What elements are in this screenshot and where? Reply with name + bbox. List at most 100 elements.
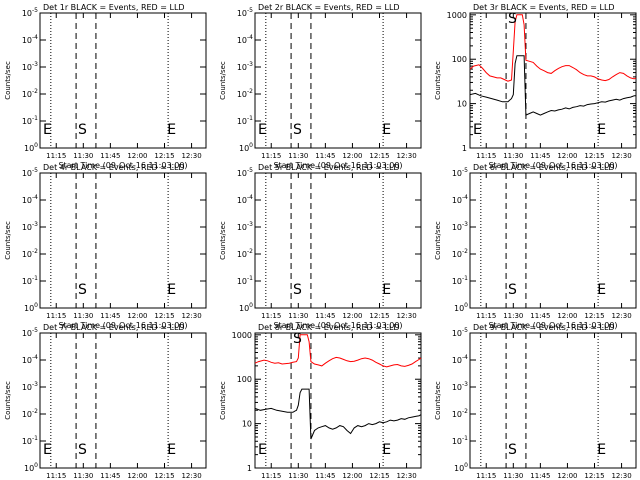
y-tick-label: 10-4 — [22, 354, 38, 365]
y-tick-label: 10-3 — [22, 221, 38, 232]
y-tick-label: 10-3 — [452, 381, 468, 392]
panel-title: Det 1r BLACK = Events, RED = LLD — [43, 3, 185, 12]
y-tick-label: 10-2 — [452, 408, 468, 419]
x-axis-label: Start Time (09-Oct-16 11:03:00) — [488, 321, 617, 330]
y-tick-label: 10-4 — [22, 34, 38, 45]
panel-title: Det 3r BLACK = Events, RED = LLD — [473, 3, 615, 12]
marker-letter-e: E — [167, 122, 176, 138]
x-tick-label: 12:00 — [127, 312, 147, 320]
x-tick-label: 12:00 — [557, 472, 577, 480]
x-tick-label: 12:15 — [154, 152, 174, 160]
y-tick-label: 10-2 — [452, 248, 468, 259]
x-tick-label: 11:45 — [315, 152, 335, 160]
x-tick-label: 11:30 — [288, 152, 308, 160]
panel-det-5: Det 5r BLACK = Events, RED = LLD Counts/s… — [219, 163, 422, 330]
lld-series-line — [254, 334, 422, 368]
y-tick-label: 10-4 — [237, 194, 253, 205]
y-tick-label: 10-1 — [237, 115, 253, 126]
y-axis-label: Counts/sec — [4, 381, 12, 420]
x-tick-label: 11:30 — [288, 312, 308, 320]
y-axis-label: Counts/sec — [434, 381, 442, 420]
panel-det-4: Det 4r BLACK = Events, RED = LLD Counts/s… — [4, 163, 207, 330]
y-tick-label: 10-1 — [22, 275, 38, 286]
y-tick-label: 10-1 — [452, 275, 468, 286]
x-tick-label: 11:15 — [476, 152, 496, 160]
y-tick-label: 10-5 — [237, 167, 253, 178]
x-tick-label: 11:45 — [100, 472, 120, 480]
y-tick-label: 10-2 — [22, 88, 38, 99]
y-tick-label: 10-4 — [452, 194, 468, 205]
y-tick-label: 10-5 — [452, 327, 468, 338]
y-tick-label: 100 — [239, 142, 253, 153]
y-tick-label: 10-5 — [22, 167, 38, 178]
y-tick-label: 10 — [457, 100, 467, 109]
x-tick-label: 12:30 — [396, 152, 416, 160]
x-tick-label: 11:45 — [315, 472, 335, 480]
plot-frame — [254, 332, 422, 469]
y-tick-label: 1 — [247, 464, 252, 473]
x-tick-label: 12:15 — [584, 152, 604, 160]
marker-letter-s: S — [293, 331, 302, 347]
y-tick-label: 10-3 — [22, 381, 38, 392]
x-tick-label: 11:45 — [530, 472, 550, 480]
y-tick-label: 100 — [24, 462, 38, 473]
marker-letter-e: E — [382, 442, 391, 458]
y-axis-label: Counts/sec — [219, 61, 227, 100]
x-tick-label: 12:00 — [127, 152, 147, 160]
marker-letter-s: S — [508, 442, 517, 458]
marker-letter-e: E — [597, 442, 606, 458]
x-tick-label: 12:15 — [584, 312, 604, 320]
y-tick-label: 10-2 — [22, 408, 38, 419]
x-tick-label: 12:15 — [369, 472, 389, 480]
marker-letter-e: E — [167, 442, 176, 458]
marker-letter-e: E — [382, 122, 391, 138]
y-axis-label: Counts/sec — [434, 221, 442, 260]
y-tick-label: 1000 — [232, 331, 252, 340]
y-tick-label: 1000 — [447, 11, 467, 20]
y-tick-label: 100 — [237, 375, 252, 384]
x-tick-label: 11:15 — [46, 312, 66, 320]
x-tick-label: 12:30 — [181, 152, 201, 160]
x-tick-label: 12:30 — [181, 312, 201, 320]
x-axis-label: Start Time (09-Oct-16 11:03:00) — [58, 321, 187, 330]
y-tick-label: 10-2 — [237, 88, 253, 99]
y-tick-label: 10-5 — [237, 7, 253, 18]
x-tick-label: 11:15 — [261, 152, 281, 160]
x-tick-label: 12:00 — [342, 152, 362, 160]
x-tick-label: 11:45 — [530, 312, 550, 320]
y-tick-label: 10-1 — [452, 435, 468, 446]
plot-frame — [39, 332, 207, 469]
x-tick-label: 12:30 — [396, 312, 416, 320]
panel-title: Det 6r BLACK = Events, RED = LLD — [473, 163, 615, 172]
y-tick-label: 10-5 — [452, 167, 468, 178]
x-tick-label: 11:45 — [315, 312, 335, 320]
x-tick-label: 12:00 — [342, 312, 362, 320]
y-tick-label: 10-3 — [237, 221, 253, 232]
y-axis-label: Counts/sec — [219, 221, 227, 260]
panel-title: Det 8r BLACK = Events, RED = LLD — [258, 323, 400, 332]
x-tick-label: 11:15 — [476, 472, 496, 480]
x-tick-label: 11:15 — [46, 152, 66, 160]
panel-det-7: Det 7r BLACK = Events, RED = LLD Counts/s… — [4, 323, 207, 480]
y-tick-label: 10-1 — [237, 275, 253, 286]
x-tick-label: 12:30 — [181, 472, 201, 480]
marker-letter-s: S — [78, 122, 87, 138]
marker-letter-e: E — [597, 122, 606, 138]
y-tick-label: 10-5 — [22, 327, 38, 338]
y-tick-label: 10-3 — [22, 61, 38, 72]
x-tick-label: 11:45 — [530, 152, 550, 160]
plot-frame — [469, 172, 637, 309]
marker-letter-s: S — [508, 11, 517, 27]
y-tick-label: 10-5 — [22, 7, 38, 18]
plot-frame — [469, 12, 637, 149]
y-tick-label: 100 — [454, 462, 468, 473]
x-tick-label: 12:30 — [611, 472, 631, 480]
marker-letter-e: E — [43, 122, 52, 138]
y-tick-label: 100 — [239, 302, 253, 313]
y-tick-label: 10-1 — [22, 435, 38, 446]
y-tick-label: 10-4 — [452, 354, 468, 365]
x-tick-label: 12:00 — [557, 312, 577, 320]
marker-letter-e: E — [43, 442, 52, 458]
panel-det-3: Det 3r BLACK = Events, RED = LLD Counts/s… — [434, 3, 637, 170]
x-tick-label: 11:30 — [73, 472, 93, 480]
